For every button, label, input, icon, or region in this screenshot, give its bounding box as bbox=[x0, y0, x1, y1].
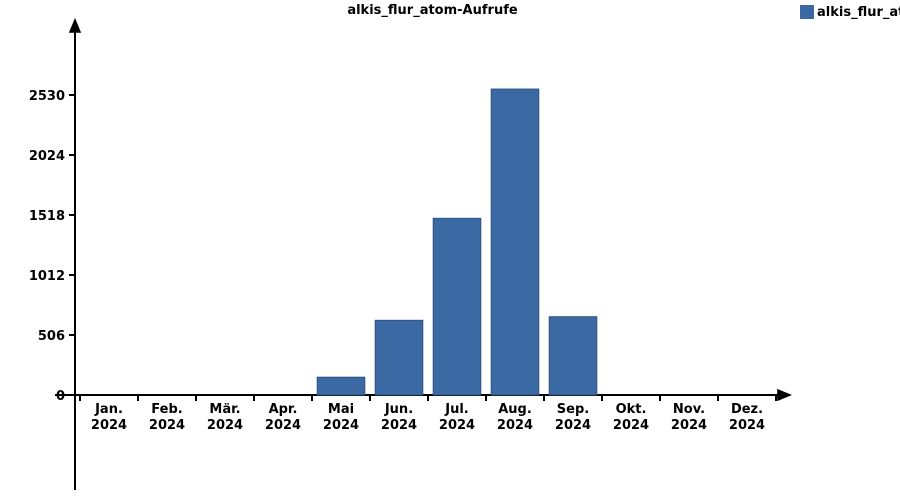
x-tick-label: Nov. bbox=[673, 402, 705, 417]
x-tick-label: 2024 bbox=[207, 418, 243, 433]
bar bbox=[491, 89, 539, 395]
x-tick-label: 2024 bbox=[149, 418, 185, 433]
x-tick-label: Dez. bbox=[731, 402, 763, 417]
y-tick-label: 1518 bbox=[29, 209, 65, 224]
x-tick-label: 2024 bbox=[381, 418, 417, 433]
bar bbox=[549, 317, 597, 395]
x-tick-label: Jul. bbox=[444, 402, 469, 417]
x-tick-label: Jun. bbox=[384, 402, 413, 417]
x-tick-label: Feb. bbox=[151, 402, 182, 417]
y-tick-label: 0 bbox=[56, 389, 65, 404]
x-tick-label: Okt. bbox=[616, 402, 647, 417]
x-tick-label: 2024 bbox=[729, 418, 765, 433]
x-tick-label: 2024 bbox=[555, 418, 591, 433]
y-tick-label: 1012 bbox=[29, 269, 65, 284]
bar bbox=[433, 218, 481, 395]
legend-swatch bbox=[800, 5, 814, 19]
x-tick-label: 2024 bbox=[91, 418, 127, 433]
y-tick-label: 2530 bbox=[29, 89, 65, 104]
x-tick-label: 2024 bbox=[265, 418, 301, 433]
x-tick-label: Jan. bbox=[94, 402, 123, 417]
x-tick-label: 2024 bbox=[439, 418, 475, 433]
x-tick-label: Mai bbox=[328, 402, 354, 417]
x-tick-label: 2024 bbox=[613, 418, 649, 433]
x-tick-label: 2024 bbox=[323, 418, 359, 433]
y-tick-label: 506 bbox=[38, 329, 65, 344]
x-tick-label: Mär. bbox=[209, 402, 240, 417]
bar bbox=[317, 377, 365, 395]
x-tick-label: 2024 bbox=[497, 418, 533, 433]
x-tick-label: Sep. bbox=[557, 402, 589, 417]
x-tick-label: Aug. bbox=[498, 402, 532, 417]
chart-title: alkis_flur_atom-Aufrufe bbox=[347, 3, 518, 18]
x-tick-label: 2024 bbox=[671, 418, 707, 433]
bar bbox=[375, 320, 423, 395]
x-tick-label: Apr. bbox=[269, 402, 298, 417]
bar-chart: alkis_flur_atom-Aufrufe alkis_flur_atom 0 5… bbox=[0, 0, 900, 500]
legend-label: alkis_flur_atom bbox=[817, 5, 900, 20]
y-tick-label: 2024 bbox=[29, 149, 65, 164]
